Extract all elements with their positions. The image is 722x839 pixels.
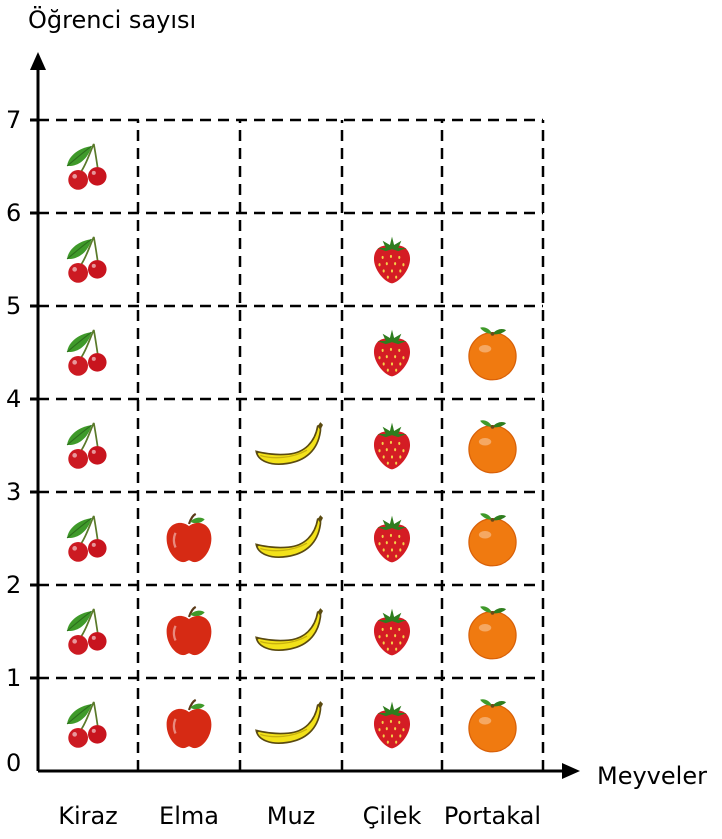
x-tick-label: Muz	[267, 802, 316, 830]
x-axis-label: Meyveler	[597, 762, 707, 790]
pictograph-icons	[66, 142, 517, 753]
strawberry-icon	[373, 608, 411, 656]
y-tick-label: 3	[6, 478, 21, 506]
banana-icon	[254, 421, 324, 466]
y-tick-label: 1	[6, 664, 21, 692]
cherry-icon	[66, 328, 108, 377]
axes	[30, 52, 580, 779]
y-axis-arrow	[30, 52, 46, 70]
x-tick-label: Çilek	[363, 802, 422, 830]
orange-icon	[468, 419, 517, 474]
y-ticks: 0 1 2 3 4 5 6 7	[6, 106, 38, 777]
x-axis-arrow	[562, 763, 580, 779]
cherry-icon	[66, 235, 108, 284]
orange-icon	[468, 605, 517, 660]
y-tick-label: 7	[6, 106, 21, 134]
orange-icon	[468, 512, 517, 567]
y-tick-label: 2	[6, 571, 21, 599]
strawberry-icon	[373, 236, 411, 284]
y-tick-label: 6	[6, 199, 21, 227]
x-ticks: Kiraz Elma Muz Çilek Portakal	[58, 802, 541, 830]
orange-icon	[468, 698, 517, 753]
banana-icon	[254, 607, 324, 652]
strawberry-icon	[373, 701, 411, 749]
orange-icon	[468, 326, 517, 381]
apple-icon	[165, 512, 213, 564]
y-tick-label: 4	[6, 385, 21, 413]
apple-icon	[165, 698, 213, 750]
banana-icon	[254, 514, 324, 559]
x-tick-label: Kiraz	[58, 802, 118, 830]
grid-lines	[38, 118, 545, 771]
cherry-icon	[66, 421, 108, 470]
y-axis-label: Öğrenci sayısı	[28, 5, 196, 34]
banana-icon	[254, 700, 324, 745]
cherry-icon	[66, 607, 108, 656]
strawberry-icon	[373, 329, 411, 377]
x-tick-label: Elma	[159, 802, 219, 830]
y-tick-label: 0	[6, 749, 21, 777]
cherry-icon	[66, 142, 108, 191]
cherry-icon	[66, 514, 108, 563]
y-tick-label: 5	[6, 292, 21, 320]
cherry-icon	[66, 700, 108, 749]
x-tick-label: Portakal	[444, 802, 541, 830]
strawberry-icon	[373, 515, 411, 563]
apple-icon	[165, 605, 213, 657]
strawberry-icon	[373, 422, 411, 470]
